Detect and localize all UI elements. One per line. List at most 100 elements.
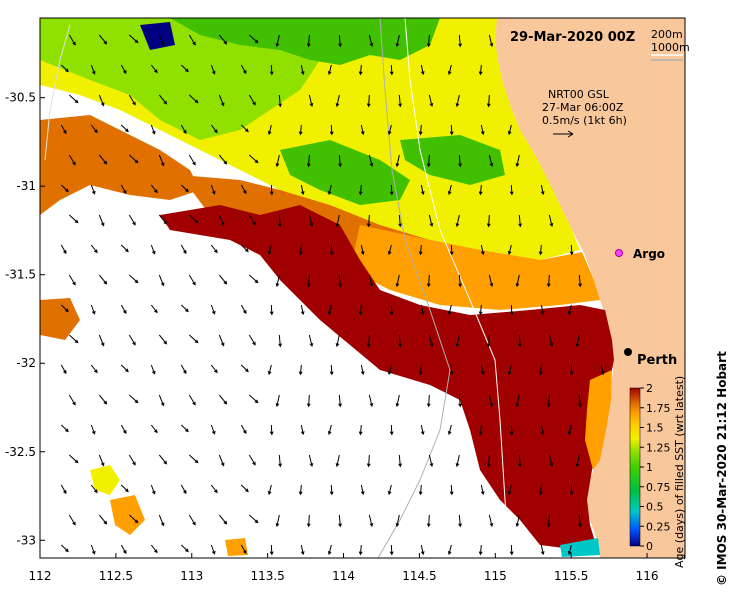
current-arrow	[480, 124, 485, 136]
current-arrow	[68, 394, 76, 406]
current-arrow	[488, 154, 494, 168]
current-arrow	[98, 214, 105, 227]
current-arrow	[300, 64, 305, 76]
current-arrow	[120, 544, 127, 555]
current-arrow	[248, 454, 256, 466]
current-arrow	[210, 184, 216, 195]
current-arrow	[278, 94, 282, 108]
current-arrow	[358, 544, 363, 556]
x-tick-label: 113	[180, 569, 203, 583]
current-arrow	[180, 184, 189, 193]
current-arrow	[210, 304, 216, 315]
current-arrow	[275, 154, 280, 168]
y-tick-label: -30.5	[5, 91, 36, 105]
current-arrow	[269, 424, 274, 436]
current-arrow	[68, 94, 79, 104]
current-arrow	[248, 274, 259, 284]
map-frame	[39, 17, 686, 559]
current-arrow	[275, 514, 280, 528]
current-arrow	[150, 544, 158, 554]
current-arrow	[240, 244, 249, 253]
current-arrow	[90, 424, 96, 435]
current-arrow	[188, 34, 196, 46]
current-arrow	[398, 334, 402, 348]
current-arrow	[486, 94, 491, 108]
current-arrow	[240, 304, 247, 315]
current-arrow	[546, 514, 551, 528]
current-arrow	[458, 34, 462, 48]
y-tick-label: -33	[16, 533, 36, 547]
current-arrow	[538, 244, 543, 256]
colorbar-tick-label: 2	[646, 382, 653, 395]
colorbar-tick-label: 0.25	[646, 520, 671, 533]
current-arrow	[455, 334, 460, 348]
current-arrow	[458, 394, 462, 408]
current-arrow	[389, 304, 394, 316]
current-arrow	[389, 64, 394, 76]
current-arrow	[426, 34, 431, 48]
current-arrow	[449, 364, 454, 376]
current-arrow	[180, 484, 187, 495]
map-title: 29-Mar-2020 00Z	[510, 30, 635, 45]
current-arrow	[395, 274, 400, 288]
current-arrow	[426, 154, 431, 168]
current-arrow	[308, 454, 314, 468]
current-arrow	[567, 544, 572, 556]
current-arrow	[488, 514, 494, 528]
current-arrow	[480, 484, 485, 496]
sst-patch-darkred	[160, 205, 614, 550]
current-arrow	[298, 244, 303, 256]
current-arrow	[540, 304, 545, 316]
current-arrow	[98, 454, 105, 467]
current-arrow	[98, 154, 108, 165]
argo-label: Argo	[633, 247, 665, 261]
current-arrow	[488, 34, 494, 48]
current-arrow	[248, 394, 259, 404]
current-arrow	[60, 364, 67, 375]
current-arrow	[368, 274, 374, 288]
current-arrow	[447, 544, 452, 556]
current-arrow	[240, 124, 249, 133]
current-arrow	[480, 244, 485, 256]
current-arrow	[120, 424, 127, 435]
current-arrow	[426, 514, 431, 528]
current-arrow	[418, 484, 423, 496]
colorbar-tick-label: 1	[646, 461, 653, 474]
sst-patch-green-3	[400, 135, 505, 185]
sst-patch-orange-west	[40, 115, 200, 215]
current-arrow	[515, 154, 520, 168]
colorbar-tick-label: 0	[646, 540, 653, 553]
current-arrow	[240, 544, 247, 555]
x-tick-label: 116	[636, 569, 659, 583]
current-arrow	[68, 154, 76, 166]
current-arrow	[569, 364, 574, 376]
current-arrow	[395, 34, 400, 48]
current-arrow	[158, 94, 168, 105]
current-arrow	[368, 394, 374, 408]
current-arrow	[120, 184, 127, 195]
current-arrow	[395, 514, 400, 528]
current-arrow	[90, 184, 96, 195]
current-arrow	[329, 244, 334, 256]
current-arrow	[360, 124, 365, 136]
current-arrow	[389, 424, 394, 436]
current-arrow	[60, 64, 69, 73]
current-arrow	[478, 304, 483, 316]
current-source-label: NRT00 GSL	[548, 88, 610, 101]
y-tick-label: -32.5	[5, 445, 36, 459]
current-arrow	[240, 424, 247, 435]
current-arrow	[267, 244, 272, 256]
current-arrow	[60, 244, 67, 255]
current-arrow	[358, 64, 363, 76]
current-arrow	[458, 154, 462, 168]
current-arrow	[267, 124, 272, 136]
current-arrow	[327, 184, 332, 196]
current-arrow	[428, 334, 434, 348]
colorbar-scale	[629, 387, 641, 547]
current-arrow	[210, 484, 218, 494]
current-arrow	[158, 34, 165, 47]
current-arrow	[218, 334, 225, 347]
current-arrow	[447, 64, 452, 76]
current-arrow	[128, 394, 139, 404]
current-arrow	[275, 394, 280, 408]
